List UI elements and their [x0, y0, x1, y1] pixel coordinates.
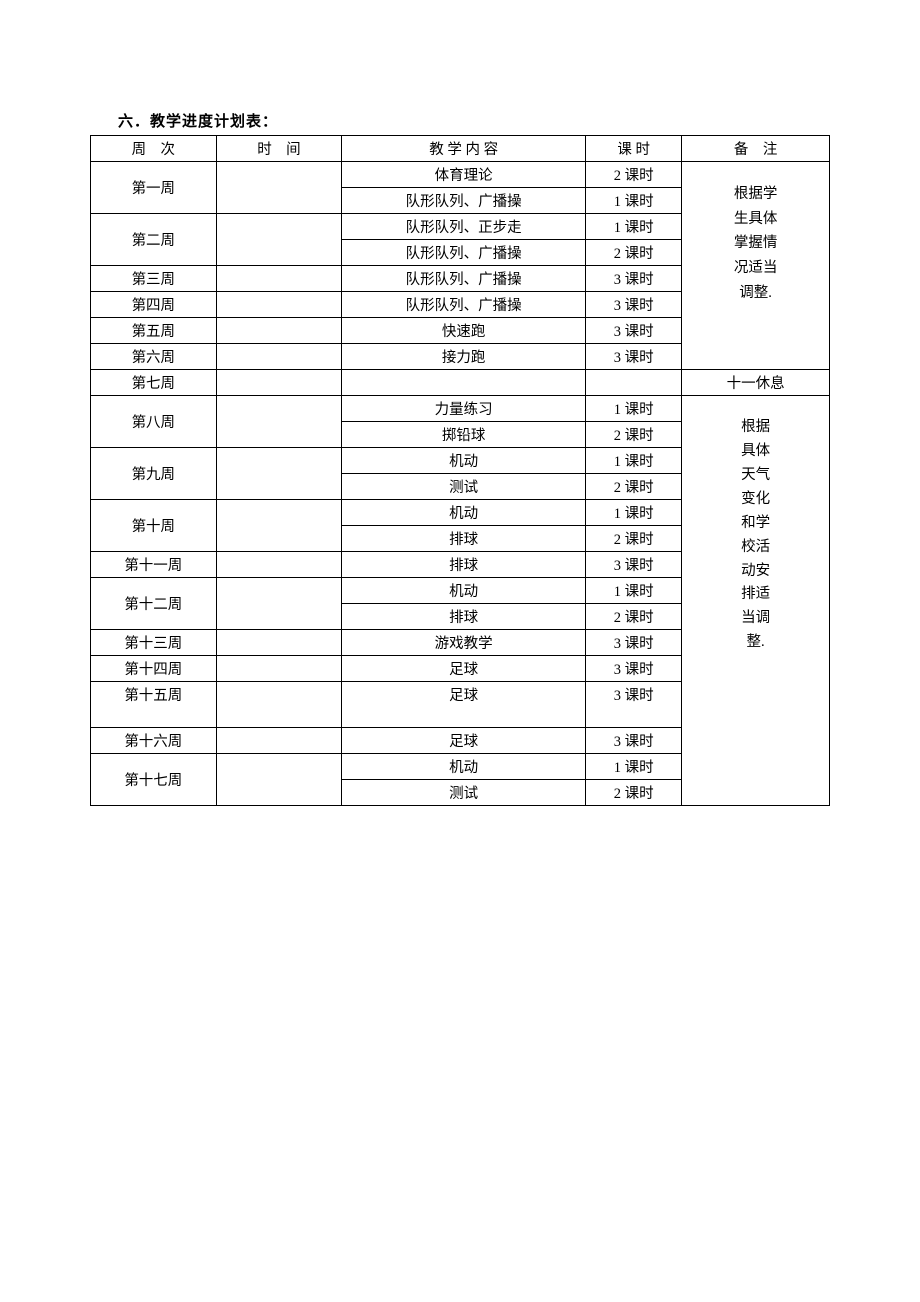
content-cell: 力量练习 — [342, 396, 586, 422]
content-cell: 足球 — [342, 728, 586, 754]
content-cell: 接力跑 — [342, 344, 586, 370]
week-cell: 第四周 — [91, 292, 217, 318]
time-cell — [216, 630, 342, 656]
note-cell: 十一休息 — [682, 370, 830, 396]
week-cell: 第十五周 — [91, 682, 217, 728]
hours-cell: 1 课时 — [586, 448, 682, 474]
content-cell: 足球 — [342, 682, 586, 728]
week-cell: 第七周 — [91, 370, 217, 396]
hours-cell: 3 课时 — [586, 344, 682, 370]
week-cell: 第十一周 — [91, 552, 217, 578]
time-cell — [216, 162, 342, 214]
hours-cell: 3 课时 — [586, 292, 682, 318]
hours-cell: 2 课时 — [586, 526, 682, 552]
time-cell — [216, 682, 342, 728]
table-header-row: 周 次时 间教 学 内 容课 时备 注 — [91, 136, 830, 162]
content-cell: 排球 — [342, 526, 586, 552]
week-cell: 第十四周 — [91, 656, 217, 682]
content-cell: 测试 — [342, 780, 586, 806]
hours-cell: 2 课时 — [586, 604, 682, 630]
time-cell — [216, 370, 342, 396]
time-cell — [216, 656, 342, 682]
hours-cell: 1 课时 — [586, 754, 682, 780]
content-cell — [342, 370, 586, 396]
content-cell: 游戏教学 — [342, 630, 586, 656]
week-cell: 第三周 — [91, 266, 217, 292]
section-title: 六．教学进度计划表： — [118, 110, 830, 131]
hours-cell: 1 课时 — [586, 188, 682, 214]
time-cell — [216, 500, 342, 552]
time-cell — [216, 728, 342, 754]
header-time: 时 间 — [216, 136, 342, 162]
time-cell — [216, 214, 342, 266]
content-cell: 快速跑 — [342, 318, 586, 344]
time-cell — [216, 396, 342, 448]
content-cell: 队形队列、广播操 — [342, 188, 586, 214]
time-cell — [216, 266, 342, 292]
time-cell — [216, 344, 342, 370]
hours-cell: 3 课时 — [586, 318, 682, 344]
table-row: 第七周 十一休息 — [91, 370, 830, 396]
week-cell: 第十六周 — [91, 728, 217, 754]
hours-cell: 2 课时 — [586, 162, 682, 188]
hours-cell: 3 课时 — [586, 656, 682, 682]
content-cell: 机动 — [342, 500, 586, 526]
content-cell: 排球 — [342, 604, 586, 630]
note-cell: 根据学生具体掌握情况适当调整. — [682, 162, 830, 370]
content-cell: 足球 — [342, 656, 586, 682]
header-week: 周 次 — [91, 136, 217, 162]
hours-cell: 3 课时 — [586, 552, 682, 578]
time-cell — [216, 578, 342, 630]
content-cell: 队形队列、正步走 — [342, 214, 586, 240]
header-hours: 课 时 — [586, 136, 682, 162]
content-cell: 队形队列、广播操 — [342, 292, 586, 318]
hours-cell: 1 课时 — [586, 578, 682, 604]
content-cell: 排球 — [342, 552, 586, 578]
content-cell: 机动 — [342, 754, 586, 780]
content-cell: 测试 — [342, 474, 586, 500]
schedule-table: 周 次时 间教 学 内 容课 时备 注第一周体育理论2 课时根据学生具体掌握情况… — [90, 135, 830, 806]
hours-cell: 3 课时 — [586, 266, 682, 292]
header-content: 教 学 内 容 — [342, 136, 586, 162]
hours-cell: 2 课时 — [586, 422, 682, 448]
hours-cell: 1 课时 — [586, 396, 682, 422]
hours-cell: 2 课时 — [586, 240, 682, 266]
time-cell — [216, 552, 342, 578]
hours-cell: 3 课时 — [586, 728, 682, 754]
content-cell: 机动 — [342, 578, 586, 604]
content-cell: 队形队列、广播操 — [342, 240, 586, 266]
week-cell: 第十周 — [91, 500, 217, 552]
week-cell: 第九周 — [91, 448, 217, 500]
week-cell: 第六周 — [91, 344, 217, 370]
note-cell: 根据具体天气变化和学校活动安排适当调整. — [682, 396, 830, 806]
hours-cell: 3 课时 — [586, 682, 682, 728]
header-note: 备 注 — [682, 136, 830, 162]
time-cell — [216, 318, 342, 344]
hours-cell: 1 课时 — [586, 500, 682, 526]
content-cell: 机动 — [342, 448, 586, 474]
week-cell: 第八周 — [91, 396, 217, 448]
content-cell: 体育理论 — [342, 162, 586, 188]
hours-cell — [586, 370, 682, 396]
time-cell — [216, 754, 342, 806]
week-cell: 第十七周 — [91, 754, 217, 806]
hours-cell: 3 课时 — [586, 630, 682, 656]
table-row: 第一周体育理论2 课时根据学生具体掌握情况适当调整. — [91, 162, 830, 188]
week-cell: 第二周 — [91, 214, 217, 266]
week-cell: 第十二周 — [91, 578, 217, 630]
hours-cell: 2 课时 — [586, 780, 682, 806]
hours-cell: 1 课时 — [586, 214, 682, 240]
time-cell — [216, 448, 342, 500]
content-cell: 队形队列、广播操 — [342, 266, 586, 292]
week-cell: 第一周 — [91, 162, 217, 214]
week-cell: 第五周 — [91, 318, 217, 344]
time-cell — [216, 292, 342, 318]
content-cell: 掷铅球 — [342, 422, 586, 448]
week-cell: 第十三周 — [91, 630, 217, 656]
hours-cell: 2 课时 — [586, 474, 682, 500]
table-row: 第八周力量练习1 课时根据具体天气变化和学校活动安排适当调整. — [91, 396, 830, 422]
